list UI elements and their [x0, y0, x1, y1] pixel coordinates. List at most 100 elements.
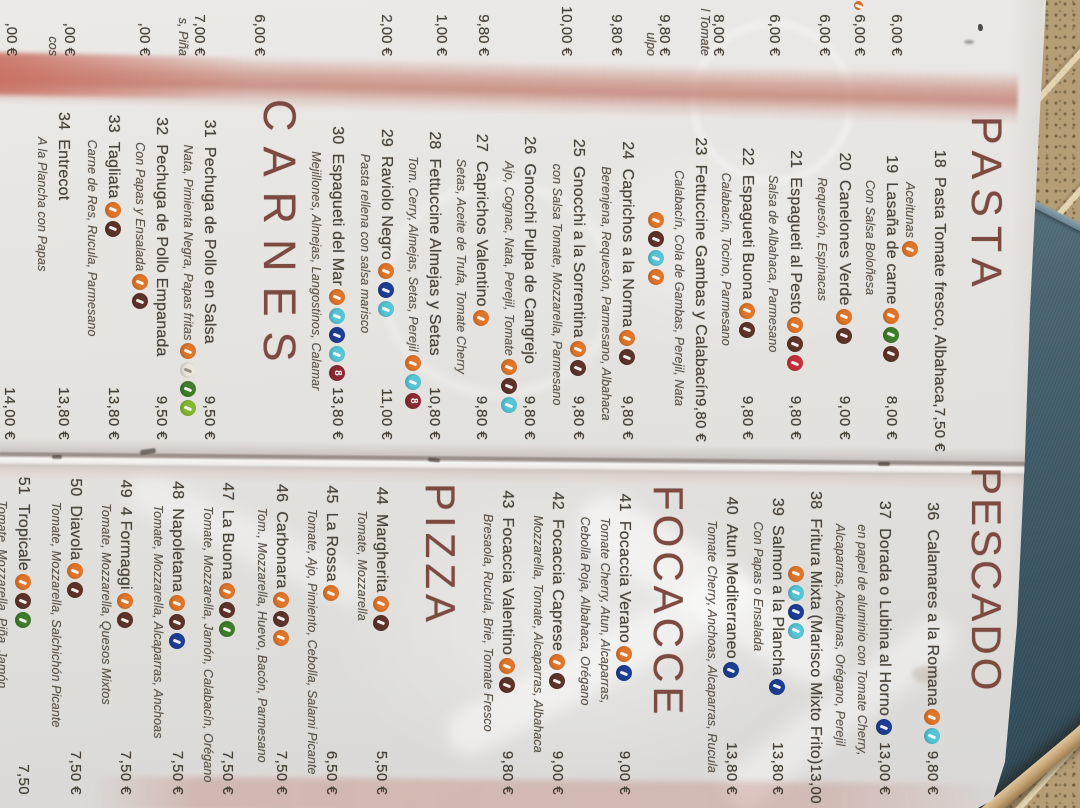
allergen-icon-orange: [15, 574, 32, 591]
item-name: Dorada o Lubina al Horno: [876, 528, 894, 717]
allergen-icon-blue: [876, 719, 893, 736]
item-description: Tom., Mozzarella, Huevo, Bacón, Parmesan…: [255, 507, 269, 763]
item-description: Tomate Cherry, Anchoas, Alcaparras, Rucu…: [705, 520, 719, 773]
item-number: 33: [105, 114, 123, 133]
allergen-icon-brown: [619, 349, 636, 366]
behind-page-price-fragment: ulpo: [644, 32, 658, 56]
item-number: 49: [117, 479, 135, 498]
item-price: 7,50 €: [219, 750, 236, 795]
item-number: 39: [769, 497, 787, 517]
item-description-line: Pasta rellena con salsa marisco: [355, 154, 375, 440]
item-number: 21: [787, 150, 805, 169]
allergen-icon-brown: [219, 601, 236, 618]
allergen-icon-blue: [378, 282, 395, 299]
item-description-line: Calabacín, Cola de Gambas, Perejil, Nata: [669, 170, 689, 440]
item-price: 13,00 €: [876, 742, 893, 795]
allergen-icon-teal: [329, 345, 346, 362]
menu-item-line: 38 Fritura Mixta (Marisco Mixto Frito) 13,…: [803, 491, 828, 808]
menu-right-page-text: PESCADO 36 Calamares a la Romana 9,80 € 37 Do…: [0, 455, 1080, 808]
item-description-line: A la Plancha con Papas: [32, 137, 52, 440]
item-description-line: Berenjena, Requesón, Parmesano, Albahaca: [596, 166, 616, 440]
allergen-icon-orange: [836, 308, 853, 325]
item-description: Con Salsa Boloñesa: [863, 180, 877, 296]
allergen-icon-brown: [570, 359, 587, 376]
behind-page-price-fragment: 7,00 €: [191, 14, 208, 56]
item-description-line: Nata, Pimienta Negra, Papas fritas: [178, 145, 198, 440]
item-price: 9,00 €: [549, 750, 566, 795]
item-number: 29: [378, 128, 396, 148]
item-price: 14,00 €: [1, 387, 18, 440]
item-number: 27: [473, 133, 491, 152]
allergen-icon-brown: [836, 327, 853, 344]
allergen-icon-teal: [648, 249, 664, 266]
item-name: Focaccia Caprese: [549, 518, 567, 652]
item-number: 38: [807, 491, 825, 510]
behind-page-price-fragment: l Tomate: [698, 8, 712, 56]
allergen-icon-green: [15, 612, 32, 629]
item-description: Tomate Cherry, Atun, Alcaparras,: [598, 517, 612, 704]
item-price: 13,80 €: [769, 742, 786, 795]
item-number: 47: [219, 482, 237, 501]
allergen-icon-red8: [329, 364, 346, 381]
allergen-icon-brown: [739, 321, 756, 338]
item-number: 22: [739, 147, 757, 166]
item-description-line: Tomate, Mozzarella, Piña, Jamón: [0, 500, 12, 795]
menu-item-line: 44 Margherita 5,50 €: [369, 479, 394, 795]
item-number: 26: [521, 136, 539, 155]
item-price: 9,50 €: [201, 395, 218, 440]
allergen-icon-orange: [739, 302, 756, 319]
allergen-icon-orange: [648, 211, 664, 228]
allergen-icon-white: [180, 362, 196, 379]
item-description-line: Tomate, Ajo, Pimiento, Cebolla, Salami P…: [302, 509, 322, 795]
allergen-icon-orange: [570, 340, 587, 357]
menu-item-line: 41 Focaccia Verano 9,00 €: [612, 486, 637, 795]
item-name: Fritura Mixta (Marisco Mixto Frito): [807, 518, 825, 765]
allergen-icon-green: [883, 326, 900, 343]
item-price: 9,80 €: [692, 398, 709, 443]
menu-item-line: 20 Canelones Verde 9,00 €: [832, 145, 857, 440]
item-number: 24: [619, 141, 637, 160]
allergen-icon-orange: [619, 330, 636, 347]
allergen-icon-blue: [723, 661, 740, 678]
item-name: 4 Formaggi: [117, 506, 135, 590]
behind-page-price-fragment: 1,00 €: [433, 14, 450, 56]
item-description-line: Ajo, Cognac, Nata, Perejil, Tomate: [499, 161, 519, 440]
behind-page-price-fragment: cos: [46, 36, 60, 56]
behind-page-price-fragment: s, Piña: [176, 17, 190, 56]
item-price: 10,80 €: [426, 387, 443, 440]
menu-item-line: 42 Focaccia Caprese 9,00 €: [545, 484, 570, 795]
item-description: Bresaola, Rucula, Brie, Tomate Fresco: [481, 513, 495, 732]
item-description-line: Mozzarella, Tomate, Alcaparras, Albahaca: [528, 515, 548, 795]
item-name: Caprichos Valentino: [473, 160, 491, 307]
item-number: 19: [883, 155, 901, 174]
item-description: A la Plancha con Papas: [35, 137, 49, 272]
section-header: PASTA: [962, 116, 1010, 296]
behind-page-price-fragment: 6,00 €: [766, 14, 783, 56]
item-name: Pechuga de Pollo en Salsa: [201, 146, 219, 344]
item-name: Gnocchi Pulpa de Cangrejo: [521, 163, 539, 365]
item-name: Tagliata: [105, 141, 123, 199]
allergen-icon-orange: [105, 201, 122, 218]
item-price: 9,80 €: [499, 750, 516, 795]
behind-page-price-fragment: 9,80 €: [475, 14, 492, 56]
menu-item-line: 27 Caprichos Valentino 9,80 €: [469, 126, 494, 440]
allergen-icon-orange: [473, 309, 490, 326]
item-price: 9,80 €: [924, 750, 941, 795]
menu-item-line: 30 Espagueti del Mar 13,80 €: [325, 118, 350, 440]
item-description: Tomate, Mozzarella, Quesos Mixtos: [99, 503, 113, 705]
section-header: FOCACCE: [645, 485, 692, 719]
item-description: Calabacín, Tocino, Parmesano: [719, 172, 733, 346]
menu-item-line: 29 Raviolo Negro 11,00 €: [374, 121, 399, 440]
item-name: Carbonara: [273, 511, 291, 589]
menu-item-line: 19 Lasaña de carne 8,00 €: [879, 147, 904, 440]
item-number: 28: [426, 131, 444, 150]
menu-item-line: 23 Fettuccine Gambas y Calabacín 9,80 €: [688, 137, 713, 443]
item-description: Aceitunas: [903, 182, 917, 238]
item-price: 9,80 €: [619, 395, 636, 440]
allergen-icon-blue: [329, 326, 346, 343]
crease-mark: [878, 462, 890, 466]
item-description-line: Setas, Aceite de Trufa, Tomate Cherry: [451, 159, 471, 440]
allergen-icon-brown: [169, 614, 186, 631]
item-description-line: Mejillones, Almejas, Langostinos, Calama…: [306, 151, 326, 440]
item-description: Nata, Pimienta Negra, Papas fritas: [181, 144, 195, 341]
